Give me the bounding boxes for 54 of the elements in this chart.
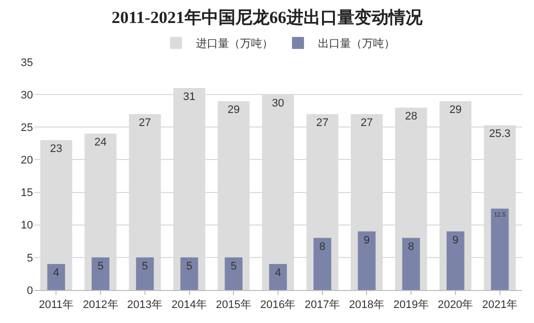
data-label: 25.3	[489, 128, 511, 140]
data-label: 4	[274, 266, 282, 279]
x-tick-label: 2016年	[260, 299, 296, 312]
data-label: 8	[408, 240, 414, 253]
y-tick-label: 25	[20, 122, 33, 134]
data-label: 23	[50, 143, 62, 156]
bar	[358, 231, 376, 290]
x-tick-label: 2011年	[38, 299, 74, 312]
data-label: 5	[230, 260, 237, 272]
y-tick-label: 5	[26, 252, 33, 264]
data-label: 29	[228, 104, 240, 116]
data-label: 27	[360, 117, 373, 130]
data-label: 5	[97, 260, 104, 272]
data-label: 5	[186, 260, 192, 272]
bar	[92, 257, 110, 290]
data-label: 8	[319, 240, 326, 253]
bar	[490, 208, 509, 290]
x-tick-label: 2019年	[393, 299, 429, 312]
y-tick-label: 20	[20, 154, 33, 167]
x-tick-label: 2012年	[82, 299, 118, 312]
bar	[269, 264, 287, 290]
data-label: 30	[272, 98, 284, 110]
bar	[313, 238, 332, 290]
data-label: 29	[449, 104, 462, 116]
data-label: 31	[183, 91, 196, 104]
data-label: 28	[404, 110, 418, 123]
legend-label: 出口量（万吨）	[318, 37, 395, 50]
data-label: 27	[316, 117, 328, 130]
y-tick-label: 30	[20, 89, 33, 102]
x-tick-label: 2015年	[216, 299, 252, 312]
bar	[180, 257, 198, 290]
bar	[224, 257, 243, 290]
y-tick-label: 15	[20, 187, 33, 200]
data-label: 9	[364, 234, 370, 246]
x-tick-label: 2013年	[127, 299, 163, 312]
data-label: 5	[142, 260, 148, 272]
data-label: 24	[94, 136, 107, 149]
bar	[402, 238, 420, 290]
chart-title: 2011-2021年中国尼龙66进出口量变动情况	[112, 8, 424, 28]
x-tick-label: 2017年	[304, 299, 340, 312]
x-tick-label: 2018年	[348, 299, 384, 312]
x-tick-label: 2014年	[172, 299, 208, 312]
bar	[446, 231, 464, 290]
x-tick-label: 2021年	[482, 299, 518, 312]
bar	[47, 264, 66, 290]
y-tick-label: 10	[20, 220, 33, 232]
data-label: 9	[452, 234, 459, 246]
data-label: 27	[138, 117, 152, 130]
y-tick-label: 0	[26, 284, 33, 297]
legend-label: 进口量（万吨）	[196, 37, 273, 50]
y-tick-label: 35	[20, 56, 33, 69]
bar	[136, 257, 154, 290]
x-tick-label: 2020年	[438, 299, 474, 312]
data-label: 4	[53, 266, 60, 279]
